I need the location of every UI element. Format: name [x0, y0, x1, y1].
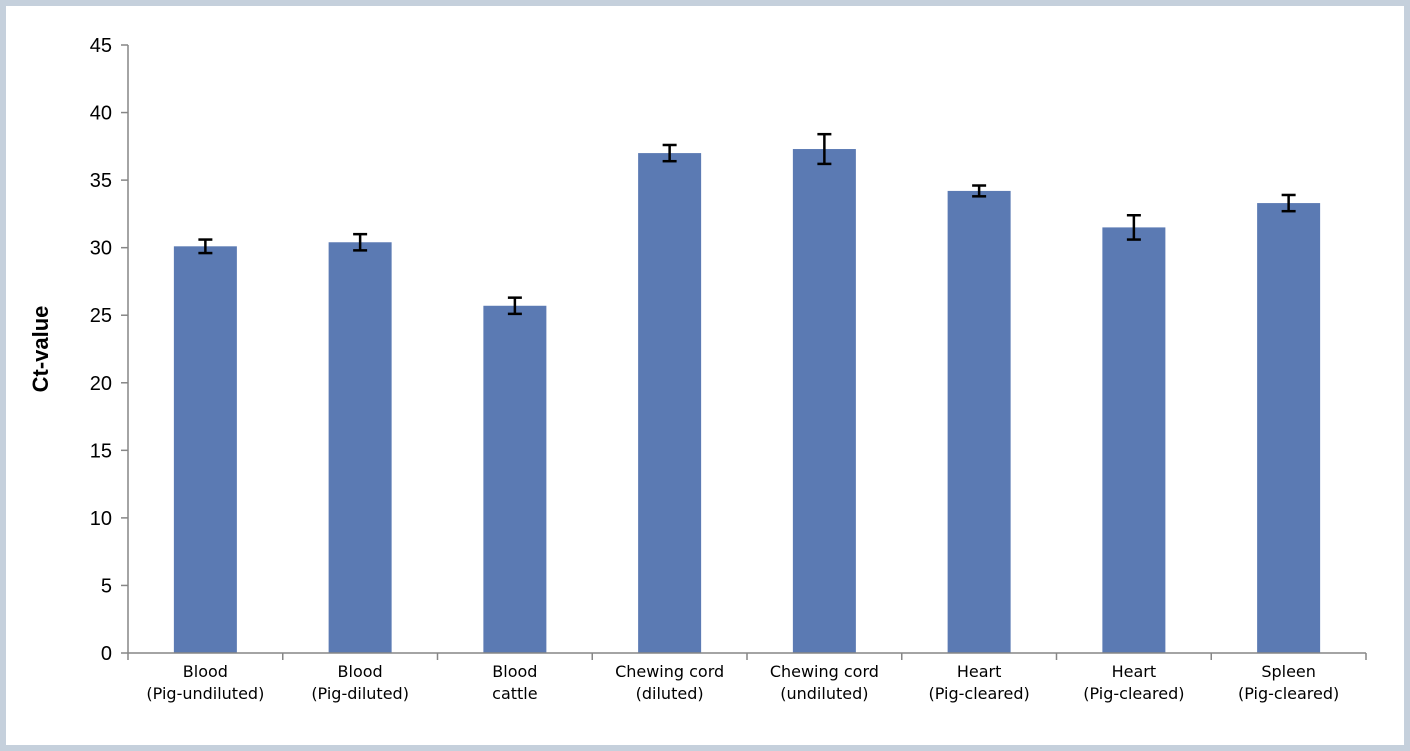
x-category-label: (Pig-undiluted) — [146, 684, 264, 703]
bar — [483, 305, 547, 653]
x-category-label: Blood — [183, 662, 228, 681]
error-bars — [198, 132, 1296, 316]
y-tick-label: 10 — [90, 508, 112, 530]
y-tick-label: 35 — [90, 170, 112, 192]
y-tick-label: 25 — [90, 305, 112, 327]
x-category-label: cattle — [492, 684, 537, 703]
x-category-label: Chewing cord — [615, 662, 724, 681]
bar — [1257, 203, 1321, 653]
y-axis-title: Ct-value — [28, 306, 53, 393]
y-tick-label: 15 — [90, 440, 112, 462]
bar — [328, 242, 392, 654]
y-tick-label: 45 — [90, 35, 112, 57]
x-category-label: Heart — [1112, 662, 1157, 681]
x-category-label: (Pig-cleared) — [1238, 684, 1339, 703]
x-category-label: Blood — [338, 662, 383, 681]
x-category-label: (Pig-diluted) — [311, 684, 409, 703]
y-tick-label: 40 — [90, 103, 112, 125]
bar — [1102, 227, 1166, 653]
y-tick-label: 30 — [90, 238, 112, 260]
x-category-label: (Pig-cleared) — [928, 684, 1029, 703]
x-category-label: Blood — [492, 662, 537, 681]
x-category-label: (Pig-cleared) — [1083, 684, 1184, 703]
x-axis-ticks: Blood (Pig-undiluted) Blood (Pig-diluted) Bl… — [127, 653, 1367, 703]
bar — [947, 190, 1011, 654]
y-tick-label: 20 — [90, 373, 112, 395]
y-axis-ticks: 0 5 10 15 20 25 30 35 40 45 — [90, 35, 128, 665]
y-tick-label: 5 — [101, 575, 112, 597]
bars — [173, 149, 1321, 654]
x-category-label: Heart — [957, 662, 1002, 681]
y-tick-label: 0 — [101, 643, 112, 665]
bar — [638, 153, 702, 654]
x-category-label: (diluted) — [636, 684, 704, 703]
bar — [173, 246, 237, 653]
x-category-label: Chewing cord — [770, 662, 879, 681]
x-category-label: Spleen — [1261, 662, 1316, 681]
bar — [792, 149, 856, 653]
x-category-label: (undiluted) — [780, 684, 868, 703]
